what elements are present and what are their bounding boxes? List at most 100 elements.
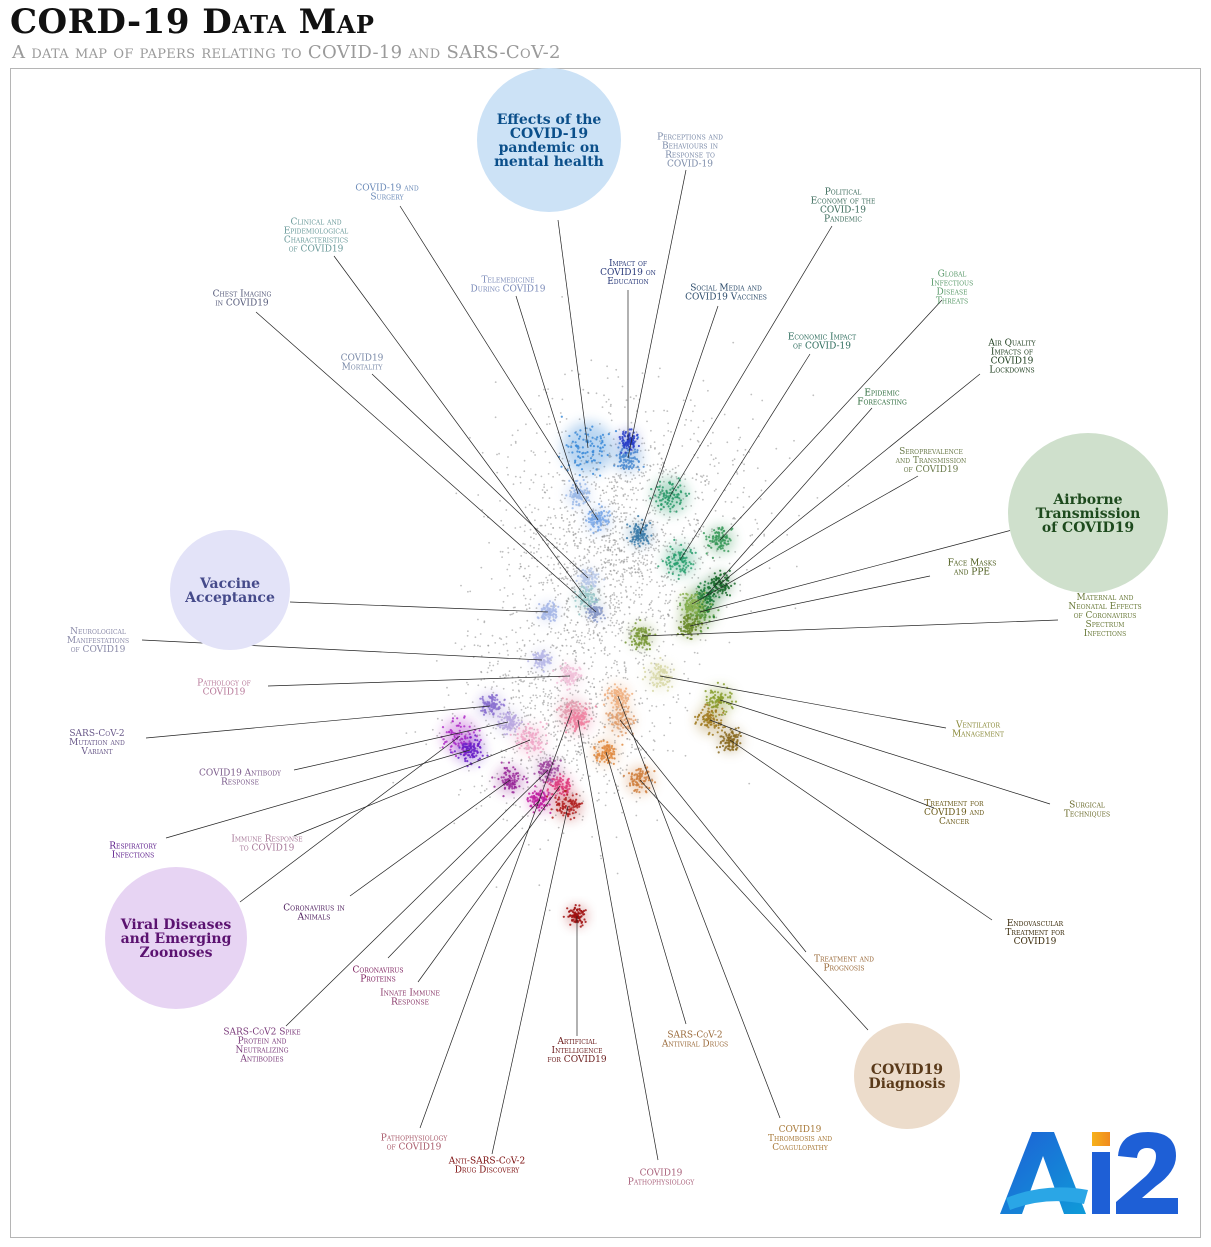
leader-line [641,619,1059,637]
leader-line [627,169,687,459]
leader-line [679,353,811,561]
label-leader-lines [141,169,1059,1161]
major-topic-circle [477,68,621,212]
major-topic-label: Effects of the COVID-19 pandemic on mental … [494,112,604,170]
page-title: CORD-19 Data Map [10,2,375,42]
cluster-label: Telemedicine During COVID19 [471,276,546,295]
leader-line [719,373,981,585]
cluster-label: Respiratory Infections [109,842,157,861]
major-topic-label: COVID19 Diagnosis [869,1062,946,1092]
cluster-points [562,904,587,928]
cluster-label: COVID19 Antibody Response [199,769,282,788]
cluster-label: Maternal and Neonatal Effects of Coronavir… [1068,593,1141,639]
cluster-label: Impact of COVID19 on Education [600,259,656,287]
cluster-points [527,649,553,673]
cluster-label: Seroprevalence and Transmission of COVID19 [895,447,967,475]
cluster-label: Anti-SARS-CoV-2 Drug Discovery [448,1157,525,1176]
cluster-points [536,600,560,623]
cluster-label: Perceptions and Behaviours in Response to C… [657,133,723,170]
leader-line [691,475,919,605]
cluster-label: COVID-19 and Surgery [355,184,418,203]
page-subtitle: A data map of papers relating to COVID-1… [12,42,561,63]
leader-line [577,719,659,1161]
cluster-label: Artificial Intelligence for COVID19 [547,1037,607,1065]
leader-line [491,805,569,1155]
cluster-label: Economic Impact of COVID-19 [788,333,856,352]
logo-letter-i [1092,1152,1110,1214]
cluster-label: Endovascular Treatment for COVID19 [1005,919,1065,947]
leader-line [267,675,571,687]
background-paper-points [392,296,850,912]
cluster-label: Pathology of COVID19 [197,679,251,698]
cluster-label: Coronavirus Proteins [353,966,404,985]
scatter-points [392,296,850,928]
leader-line [293,721,509,771]
major-topic-label: Airborne Transmission of COVID19 [1036,492,1141,536]
cluster-label: Treatment and Prognosis [814,955,874,974]
leader-line [419,709,573,1129]
leader-line [293,739,531,837]
logo-text: Ai2 [996,1126,998,1127]
leader-line [333,255,587,599]
cluster-label: Treatment for COVID19 and Cancer [924,799,984,827]
cluster-label: Political Economy of the COVID-19 Pandemic [811,188,876,225]
leader-line [639,305,719,535]
cluster-points [565,478,591,510]
leader-line [255,311,597,613]
leader-line [619,719,807,953]
leader-line [605,751,687,1025]
major-topic-circle [1008,433,1168,593]
cluster-label: Coronavirus in Animals [283,904,344,923]
cluster-label: Face Masks and PPE [948,559,997,578]
cluster-points [676,613,704,641]
major-topic-circle [854,1023,960,1129]
cluster-points [491,761,529,798]
cluster-label: Innate Immune Response [380,989,440,1008]
cluster-label: Pathophysiology of COVID19 [381,1134,448,1153]
leader-line [709,719,935,809]
leader-line [719,299,943,541]
leader-line [699,529,1013,613]
cluster-label: COVID19 Pathophysiology [628,1169,695,1188]
logo-dot [1092,1132,1110,1146]
leader-line [417,785,561,983]
cluster-label: SARS-CoV2 Spike Protein and Neutralizing An… [223,1028,300,1065]
cluster-label: Epidemic Forecasting [857,389,907,408]
leader-line [705,407,873,597]
leader-line [669,225,833,497]
major-topic-circle [105,867,247,1009]
leader-line [639,779,869,1031]
major-topic-label: Vaccine Acceptance [184,576,275,606]
leader-line [515,295,579,495]
leader-line [239,735,461,903]
cluster-label: SARS-CoV-2 Antiviral Drugs [661,1031,728,1050]
leader-line [289,601,549,613]
cluster-label: Air Quality Impacts of COVID19 Lockdowns [987,339,1036,376]
cluster-label: Surgical Techniques [1064,801,1110,820]
cluster-label: Global Infectious Disease Threats [931,270,973,307]
cluster-label: Ventilator Management [952,721,1004,740]
leader-line [349,779,511,897]
data-map-frame [10,68,1201,1238]
cluster-points [622,764,657,794]
cluster-points [641,656,676,693]
leader-line [557,219,589,449]
cluster-label: COVID19 Thrombosis and Coagulopathy [768,1125,832,1153]
leader-line [165,749,471,839]
cluster-points [533,757,562,784]
cluster-points [702,526,734,559]
leader-line [387,799,541,959]
leader-line [399,205,599,521]
cluster-label: COVID19 Mortality [341,354,384,373]
cluster-label: Chest Imaging in COVID19 [213,290,272,309]
leader-line [617,695,781,1119]
major-topic-label: Viral Diseases and Emerging Zoonoses [120,917,232,961]
cluster-points [625,515,653,548]
major-topic-circle [170,530,290,650]
leader-line [285,769,549,1027]
cluster-label: SARS-CoV-2 Mutation and Variant [69,729,125,757]
cluster-labels: Effects of the COVID-19 pandemic on mental … [67,112,1142,1188]
logo-swoosh [1006,1187,1088,1210]
leader-line [145,705,491,739]
